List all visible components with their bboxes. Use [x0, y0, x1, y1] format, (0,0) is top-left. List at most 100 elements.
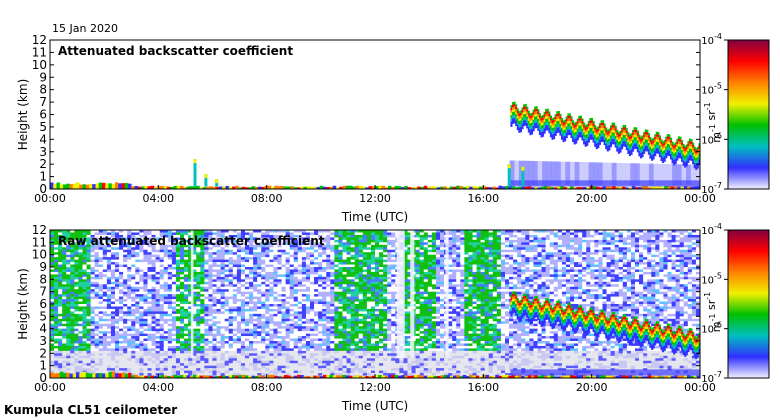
noise-streak: [190, 230, 194, 358]
y-tick-label: 3: [39, 145, 47, 159]
x-tick-label: 04:00: [142, 381, 174, 394]
y-tick-label: 5: [39, 120, 47, 134]
noise-column: [588, 162, 594, 186]
y-tick-label: 6: [39, 297, 47, 311]
y-tick-label: 7: [39, 285, 47, 299]
noise-column: [667, 164, 673, 186]
noise-column: [644, 163, 650, 186]
noise-column: [635, 163, 640, 186]
noise-column: [672, 164, 678, 186]
y-tick-label: 4: [39, 322, 47, 336]
y-tick-label: 11: [32, 235, 47, 249]
noise-column: [551, 161, 557, 186]
noise-column: [593, 162, 599, 186]
y-tick-label: 10: [32, 58, 47, 72]
y-tick-label: 12: [32, 223, 47, 237]
y-tick-label: 3: [39, 334, 47, 348]
colorbar-tick-label: 10-7: [701, 370, 722, 385]
noise-column: [602, 162, 608, 186]
noise-column: [690, 164, 696, 186]
y-tick-label: 7: [39, 95, 47, 109]
y-tick-label: 12: [32, 33, 47, 47]
x-axis-label: Time (UTC): [341, 210, 408, 224]
x-tick-label: 04:00: [142, 192, 174, 205]
echo-top: [193, 159, 197, 164]
colorbar-tick-label: 10-5: [701, 271, 722, 286]
y-axis-label: Height (km): [16, 268, 30, 339]
noise-column: [560, 161, 566, 186]
date-label: 15 Jan 2020: [52, 22, 118, 35]
y-tick-label: 5: [39, 309, 47, 323]
backscatter-field: [50, 230, 701, 379]
noise-column: [565, 161, 571, 186]
panel-title: Raw attenuated backscatter coefficient: [58, 234, 325, 248]
surface-layer: [50, 182, 701, 189]
colorbar-tick-label: 10-4: [701, 222, 722, 237]
noise-column: [681, 164, 687, 186]
noise-column: [662, 163, 668, 186]
noise-column: [509, 160, 515, 186]
y-tick-label: 1: [39, 359, 47, 373]
surface-layer: [50, 371, 701, 378]
colorbar: [727, 229, 770, 379]
colorbar-unit-label: m-1 sr-1: [703, 102, 723, 142]
x-axis-label: Time (UTC): [341, 399, 408, 413]
noise-column: [579, 162, 585, 186]
echo: [204, 174, 208, 187]
y-tick-label: 4: [39, 132, 47, 146]
noise-column: [514, 160, 520, 186]
noise-streak: [445, 230, 449, 358]
noise-column: [676, 164, 682, 186]
y-tick-label: 6: [39, 108, 47, 122]
x-tick-label: 16:00: [467, 381, 499, 394]
noise-column: [537, 161, 543, 186]
colorbar-tick-label: 10-5: [701, 82, 722, 97]
noise-column: [523, 160, 529, 186]
noise-column: [625, 163, 631, 186]
y-axis-label: Height (km): [16, 79, 30, 150]
colorbar-tick-label: 10-6: [701, 131, 722, 146]
x-tick-label: 08:00: [251, 381, 283, 394]
colorbar: [727, 39, 770, 190]
noise-column: [616, 162, 622, 186]
noise-column: [574, 161, 580, 186]
y-tick-label: 0: [39, 182, 47, 196]
noise-streak: [410, 230, 415, 358]
x-tick-label: 20:00: [576, 381, 608, 394]
noise-column: [546, 161, 552, 186]
late-surface-band: [510, 180, 700, 187]
noise-column: [630, 163, 636, 186]
echo: [193, 159, 197, 187]
x-tick-label: 20:00: [576, 192, 608, 205]
echo-top: [204, 174, 208, 179]
panel-title: Attenuated backscatter coefficient: [58, 44, 293, 58]
noise-column: [570, 161, 575, 186]
x-tick-label: 12:00: [359, 192, 391, 205]
echo: [507, 164, 511, 187]
noise-column: [695, 164, 701, 186]
noise-column: [607, 162, 613, 186]
noise-streak: [396, 230, 405, 358]
y-tick-label: 9: [39, 260, 47, 274]
colorbar-tick-label: 10-6: [701, 321, 722, 336]
cloud-band: [510, 291, 701, 360]
y-tick-label: 9: [39, 70, 47, 84]
cloud-band: [510, 101, 701, 170]
x-tick-label: 16:00: [467, 192, 499, 205]
noise-column: [528, 160, 534, 186]
x-tick-label: 00:00: [684, 192, 716, 205]
noise-column: [648, 163, 654, 186]
y-tick-label: 1: [39, 170, 47, 184]
x-tick-label: 00:00: [34, 192, 66, 205]
colorbar-tick-label: 10-7: [701, 181, 722, 196]
y-tick-label: 8: [39, 83, 47, 97]
noise-column: [597, 162, 603, 186]
noise-column: [639, 163, 645, 186]
x-tick-label: 08:00: [251, 192, 283, 205]
noise-column: [658, 163, 664, 186]
echo-top: [507, 164, 511, 169]
noise-column: [621, 163, 627, 186]
x-tick-label: 00:00: [34, 381, 66, 394]
